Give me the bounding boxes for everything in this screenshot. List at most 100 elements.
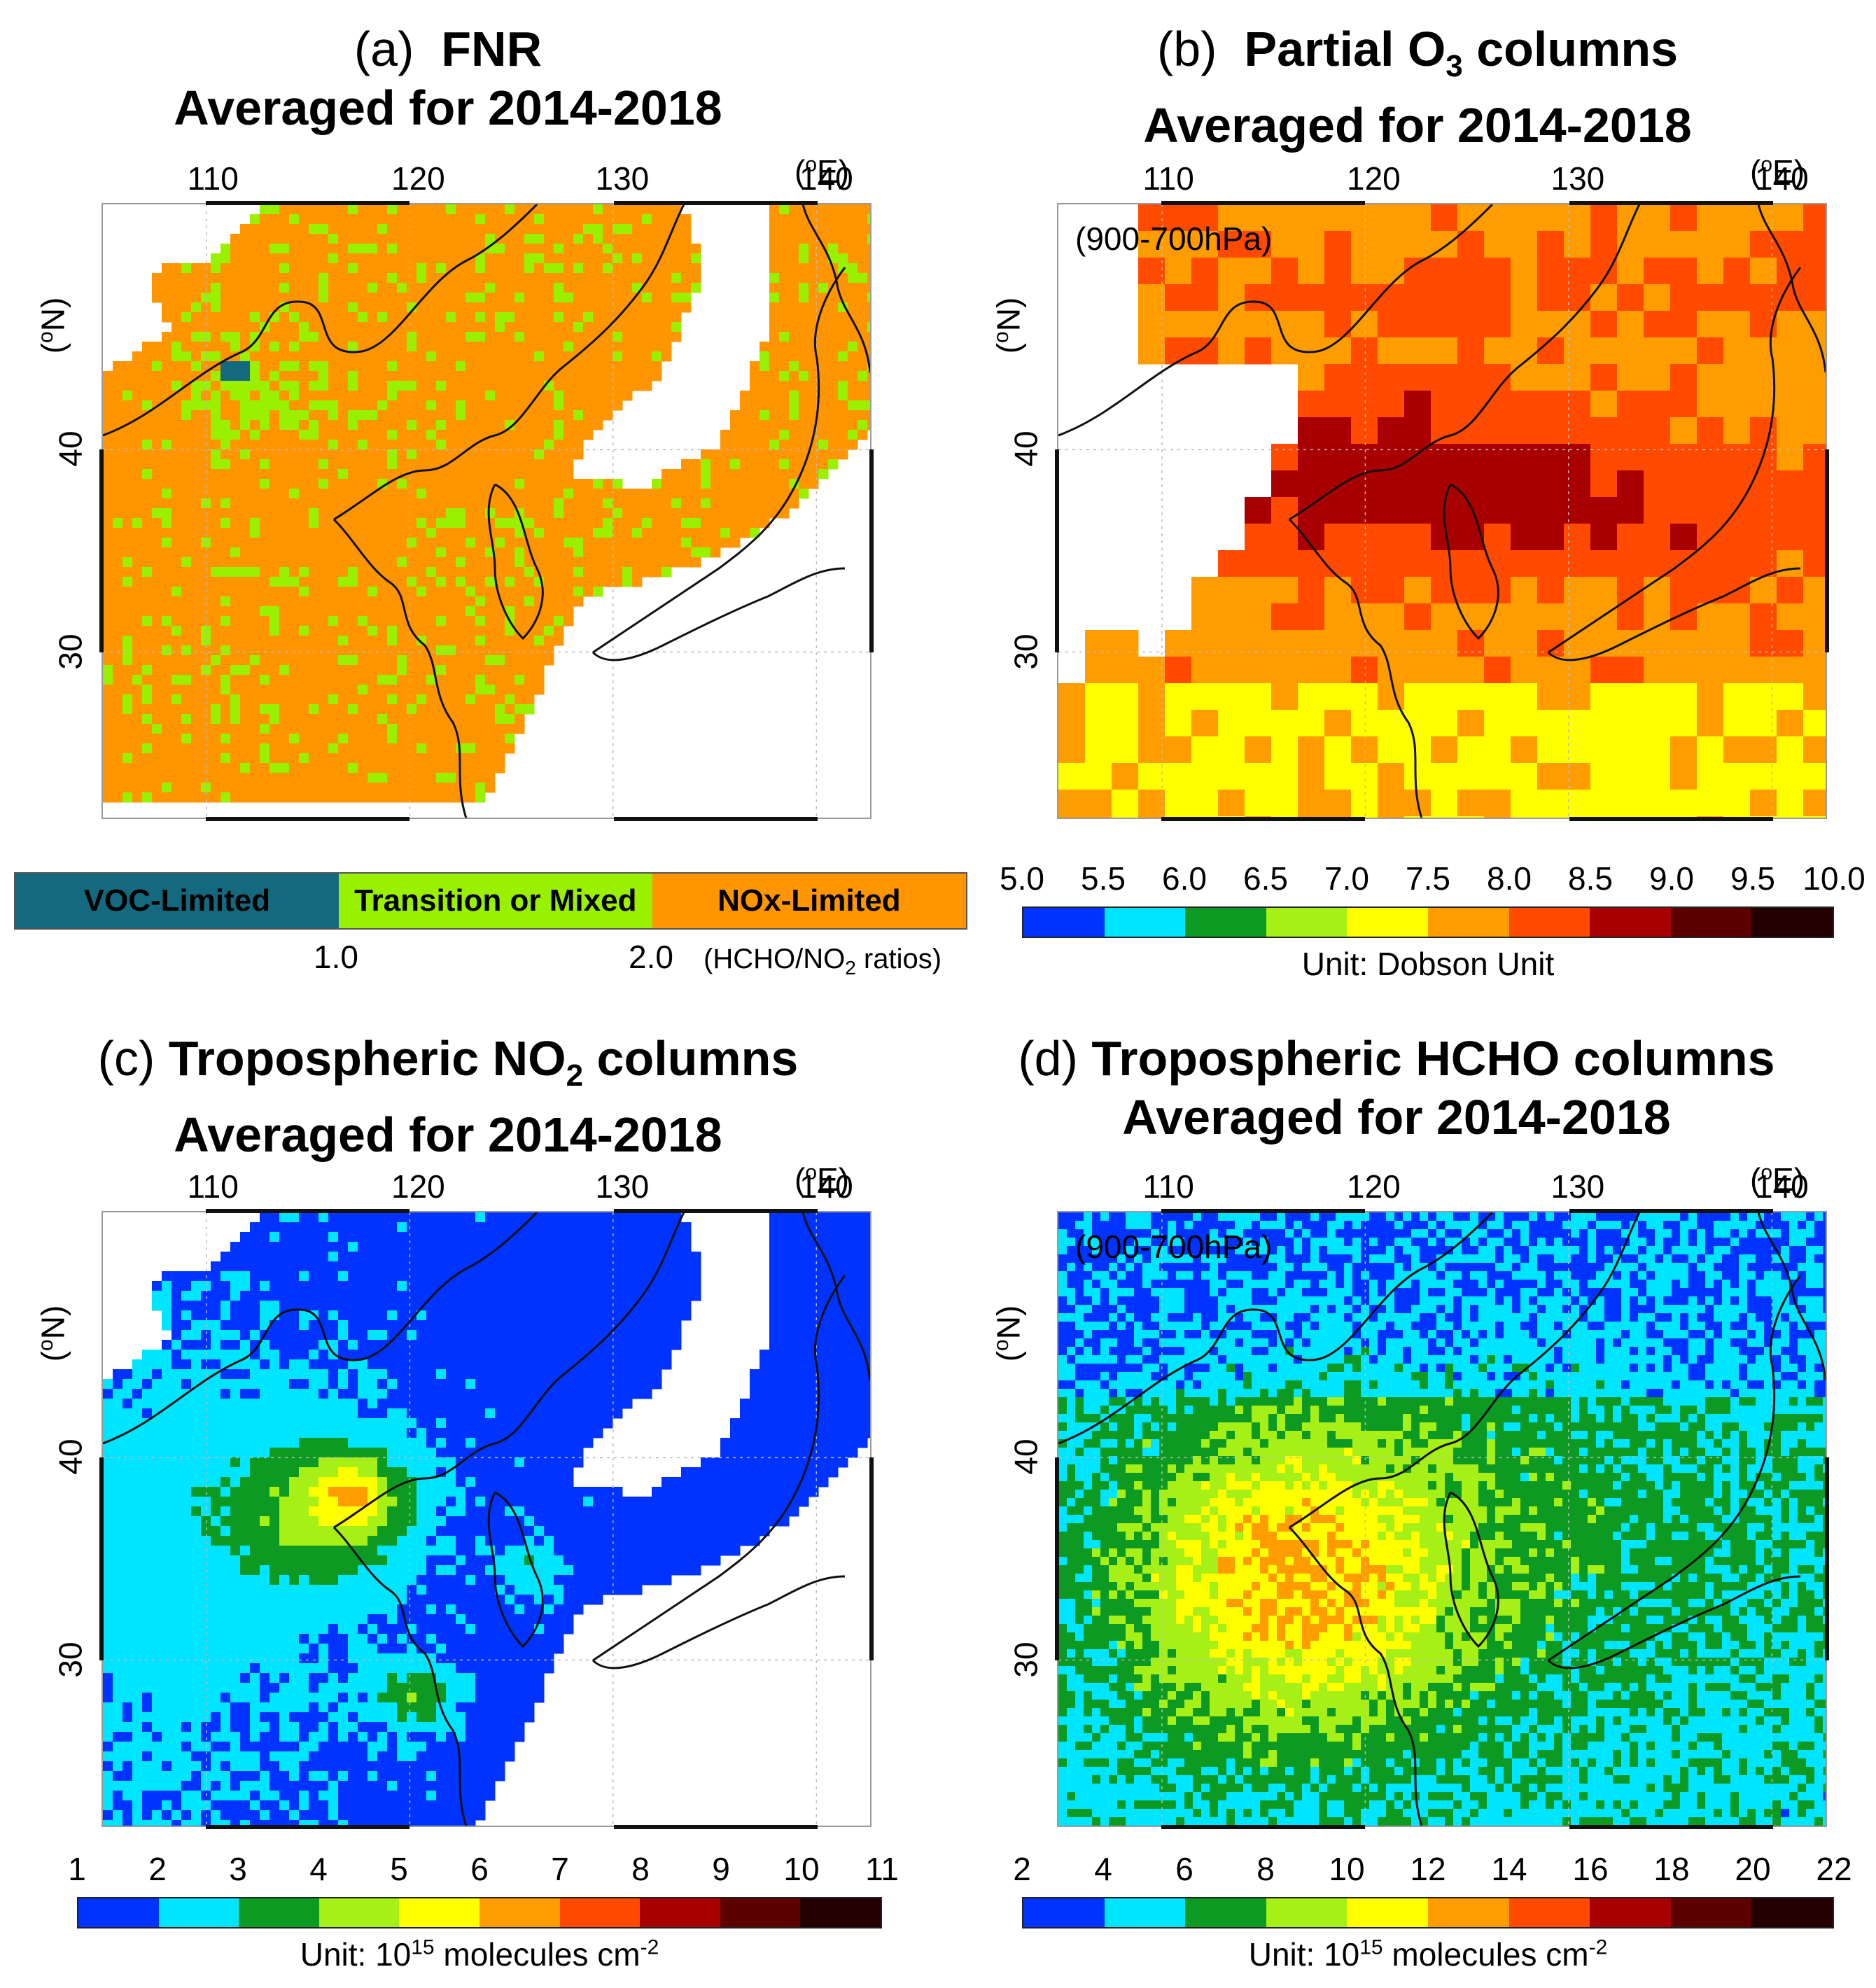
colorbar-o3-tick: 6.0 — [1162, 860, 1207, 897]
axis-frame-segment — [205, 817, 410, 821]
colorbar-no2-bin-7 — [640, 1898, 720, 1927]
colorbar-o3-tick: 5.5 — [1081, 860, 1126, 897]
colorbar-no2-tick: 7 — [551, 1851, 569, 1887]
fnr-threshold-2: 2.0 — [629, 939, 673, 975]
axis-frame-segment — [1825, 449, 1829, 653]
fnr-class-legend: VOC-Limited Transition or Mixed NOx-Limi… — [14, 872, 967, 930]
colorbar-no2-bin-2 — [239, 1898, 319, 1927]
colorbar-hcho-tick: 2 — [1013, 1851, 1031, 1887]
colorbar-hcho-tick: 8 — [1256, 1851, 1275, 1887]
map-panel-fnr — [102, 203, 872, 819]
axis-frame-segment — [613, 1209, 818, 1213]
axis-frame-segment — [99, 449, 104, 653]
lon-tick-label: 130 — [595, 1168, 650, 1205]
colorbar-hcho-tick: 12 — [1410, 1851, 1446, 1887]
lat-tick-label: 40 — [52, 1438, 89, 1475]
colorbar-o3-bin-0 — [1023, 908, 1105, 937]
colorbar-no2-bin-1 — [158, 1898, 239, 1927]
colorbar-hcho-bin-2 — [1185, 1898, 1266, 1927]
pressure-label: (900-700hPa) — [1075, 1228, 1273, 1265]
lon-tick-label: 130 — [595, 160, 650, 197]
colorbar-no2-bin-6 — [559, 1898, 640, 1927]
colorbar-hcho-bin-0 — [1023, 1898, 1105, 1927]
colorbar-hcho-bin-1 — [1104, 1898, 1186, 1927]
map-panel-hcho: (900-700hPa) — [1057, 1211, 1827, 1827]
colorbar-no2-bin-5 — [479, 1898, 560, 1927]
axis-frame-segment — [1161, 817, 1365, 821]
axis-frame-segment — [205, 201, 410, 205]
lon-tick-label: 110 — [1142, 160, 1194, 197]
colorbar-no2-tick: 2 — [148, 1851, 167, 1887]
colorbar-o3-tick: 8.0 — [1487, 860, 1532, 897]
colorbar-no2-tick: 9 — [712, 1851, 730, 1887]
colorbar-hcho-tick: 10 — [1329, 1851, 1365, 1887]
colorbar-hcho-tick: 16 — [1572, 1851, 1609, 1887]
fnr-threshold-1: 1.0 — [314, 939, 358, 975]
colorbar-hcho-unit: Unit: 1015 molecules cm-2 — [1248, 1935, 1608, 1973]
lat-unit-label: (oN) — [989, 1305, 1027, 1362]
colorbar-no2-bin-3 — [318, 1898, 400, 1927]
colorbar-no2-unit: Unit: 1015 molecules cm-2 — [300, 1935, 659, 1973]
map-raster — [103, 204, 870, 818]
axis-frame-segment — [205, 1825, 410, 1829]
colorbar-o3-unit: Unit: Dobson Unit — [1301, 946, 1555, 982]
colorbar-no2-bin-4 — [399, 1898, 479, 1927]
axis-frame-segment — [613, 817, 818, 821]
colorbar-hcho-bin-3 — [1266, 1898, 1348, 1927]
colorbar-no2-bin-0 — [78, 1898, 159, 1927]
colorbar-o3-bin-3 — [1266, 908, 1348, 937]
colorbar-no2-tick: 8 — [631, 1851, 650, 1887]
lon-tick-label: 110 — [187, 1168, 239, 1205]
colorbar-hcho — [1022, 1897, 1834, 1928]
colorbar-no2-tick: 6 — [470, 1851, 489, 1887]
colorbar-hcho-bin-5 — [1427, 1898, 1509, 1927]
lat-unit-label: (oN) — [34, 297, 71, 354]
colorbar-no2-bin-8 — [720, 1898, 801, 1927]
axis-frame-segment — [1569, 817, 1773, 821]
colorbar-no2-tick: 11 — [865, 1851, 899, 1887]
colorbar-o3-bin-1 — [1104, 908, 1186, 937]
lon-tick-label: 130 — [1550, 160, 1605, 197]
panel-d-title: (d) Tropospheric HCHO columns Averaged f… — [1018, 1031, 1775, 1144]
colorbar-hcho-tick: 6 — [1175, 1851, 1194, 1887]
axis-frame-segment — [205, 1209, 410, 1213]
lon-tick-label: 120 — [1347, 1168, 1401, 1205]
colorbar-o3-bin-6 — [1508, 908, 1590, 937]
axis-frame-segment — [613, 201, 818, 205]
lon-unit-label: (oE) — [794, 1161, 850, 1198]
colorbar-no2 — [77, 1897, 882, 1928]
axis-frame-segment — [1161, 201, 1365, 205]
axis-frame-segment — [1055, 1457, 1059, 1661]
colorbar-no2-tick: 10 — [783, 1851, 820, 1887]
colorbar-no2-tick: 4 — [309, 1851, 328, 1887]
lat-tick-label: 30 — [1007, 634, 1044, 670]
panel-a-title: (a) FNR Averaged for 2014-2018 — [174, 22, 722, 135]
lat-tick-label: 40 — [52, 430, 89, 467]
axis-frame-segment — [1055, 449, 1059, 653]
colorbar-o3-tick: 8.5 — [1568, 860, 1613, 897]
colorbar-hcho-bin-7 — [1590, 1898, 1671, 1927]
lon-tick-label: 120 — [391, 1168, 445, 1205]
axis-frame-segment — [1825, 1457, 1829, 1661]
map-panel-o3: (900-700hPa) — [1057, 203, 1827, 819]
map-raster — [103, 1212, 870, 1826]
lon-unit-label: (oE) — [794, 153, 850, 190]
colorbar-o3-tick: 9.5 — [1730, 860, 1775, 897]
lat-tick-label: 30 — [52, 634, 89, 670]
lat-tick-label: 40 — [1007, 1438, 1044, 1475]
axis-frame-segment — [1569, 1209, 1773, 1213]
colorbar-o3-bin-7 — [1590, 908, 1671, 937]
colorbar-o3-bin-9 — [1751, 908, 1833, 937]
lon-tick-label: 120 — [1347, 160, 1401, 197]
fnr-ratio-note: (HCHO/NO2 ratios) — [704, 944, 942, 979]
colorbar-o3-tick: 6.5 — [1243, 860, 1288, 897]
lon-tick-label: 140 — [799, 1168, 853, 1205]
colorbar-o3-tick: 7.0 — [1324, 860, 1369, 897]
colorbar-hcho-bin-9 — [1751, 1898, 1833, 1927]
lon-tick-label: 140 — [1755, 1168, 1809, 1205]
axis-frame-segment — [1161, 1825, 1365, 1829]
colorbar-hcho-tick: 14 — [1491, 1851, 1527, 1887]
panel-c-title: (c) Tropospheric NO2 columns Averaged fo… — [97, 1031, 799, 1162]
axis-frame-segment — [613, 1825, 818, 1829]
legend-nox-limited: NOx-Limited — [652, 874, 966, 928]
